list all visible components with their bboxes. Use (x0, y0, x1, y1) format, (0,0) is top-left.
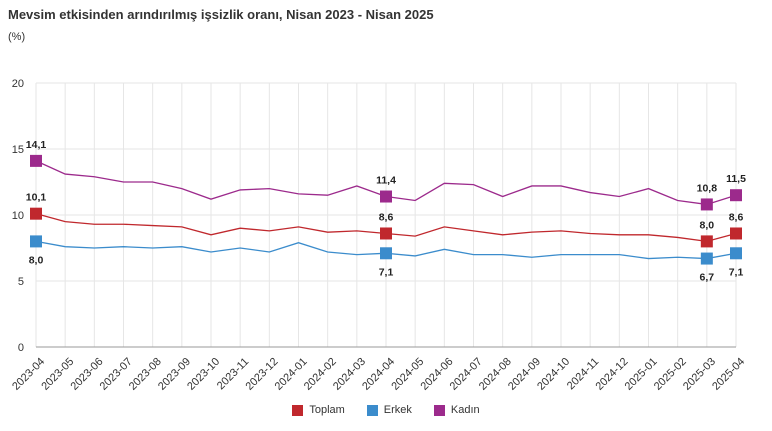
data-label-toplam: 8,6 (379, 211, 394, 223)
data-point-marker-toplam (380, 227, 392, 240)
data-label-kad-n: 11,4 (376, 175, 396, 187)
data-point-marker-kad-n (380, 190, 392, 203)
data-label-toplam: 10,1 (26, 192, 47, 204)
legend-item-erkek[interactable]: Erkek (366, 404, 412, 416)
x-tick-label: 2025-04 (710, 356, 747, 393)
line-chart: 051015202023-042023-052023-062023-072023… (10, 78, 747, 393)
y-tick-label: 10 (12, 210, 24, 222)
data-label-erkek: 7,1 (379, 266, 394, 278)
data-point-marker-toplam (30, 207, 42, 220)
legend-label: Toplam (309, 404, 345, 416)
data-label-toplam: 8,0 (700, 219, 715, 231)
y-axis-unit: (%) (8, 31, 26, 43)
data-point-marker-kad-n (730, 189, 742, 202)
y-tick-label: 15 (12, 144, 24, 156)
chart-title: Mevsim etkisinden arındırılmış işsizlik … (8, 7, 434, 22)
legend-item-toplam[interactable]: Toplam (292, 404, 345, 416)
legend-swatch (433, 404, 445, 416)
data-point-marker-erkek (700, 252, 713, 265)
data-label-erkek: 6,7 (700, 272, 715, 284)
data-label-erkek: 8,0 (29, 254, 44, 266)
legend-swatch (292, 404, 304, 416)
y-tick-label: 5 (18, 276, 24, 288)
data-label-erkek: 7,1 (729, 266, 744, 278)
data-label-kad-n: 10,8 (697, 182, 718, 194)
legend-label: Kadın (450, 404, 480, 416)
legend-label: Erkek (383, 404, 412, 416)
legend-item-kad-n[interactable]: Kadın (433, 404, 480, 416)
data-point-marker-erkek (30, 235, 42, 248)
y-tick-label: 0 (18, 342, 24, 354)
x-tick-label: 2024-10 (535, 356, 572, 393)
data-label-kad-n: 14,1 (26, 139, 47, 151)
data-label-kad-n: 11,5 (726, 173, 746, 185)
data-label-toplam: 8,6 (729, 211, 744, 223)
data-point-marker-erkek (730, 247, 742, 260)
data-point-marker-kad-n (700, 198, 713, 211)
data-point-marker-toplam (730, 227, 742, 240)
data-point-marker-erkek (380, 247, 392, 260)
data-point-marker-toplam (700, 235, 713, 248)
chart-legend: Toplam Erkek Kadın (0, 404, 772, 416)
legend-swatch (366, 404, 378, 416)
x-tick-label: 2023-10 (185, 356, 222, 393)
y-tick-label: 20 (12, 78, 24, 90)
data-point-marker-kad-n (30, 154, 42, 167)
